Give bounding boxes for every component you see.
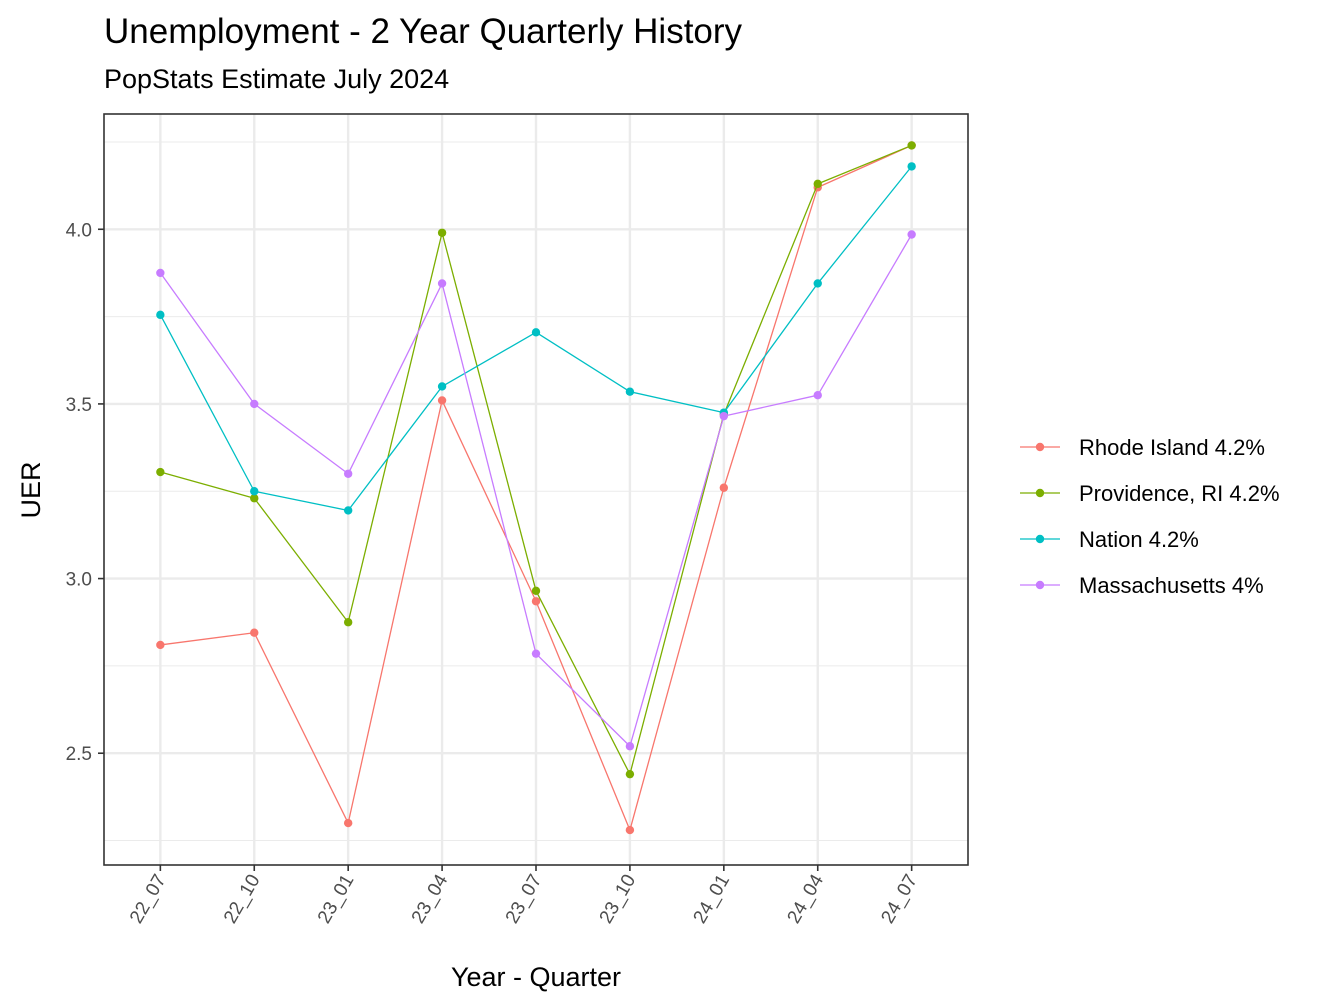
y-tick-label: 4.0 (66, 220, 92, 241)
x-tick-label: 23_04 (408, 871, 453, 928)
data-point (156, 268, 165, 278)
y-tick-label: 3.0 (66, 570, 92, 591)
x-tick-label: 24_07 (877, 871, 922, 927)
data-point (156, 310, 165, 320)
data-point (813, 179, 822, 189)
data-point (156, 467, 165, 477)
grid-lines (104, 114, 968, 865)
data-point (250, 399, 259, 409)
data-point (719, 411, 729, 421)
chart-subtitle: PopStats Estimate July 2024 (104, 64, 450, 94)
data-point (531, 586, 541, 595)
legend: Rhode Island 4.2% Providence, RI 4.2% Nati… (1020, 435, 1280, 598)
data-point (531, 328, 541, 337)
y-tick-label: 3.5 (66, 395, 92, 416)
data-point (343, 618, 353, 627)
legend-item: Providence, RI 4.2% (1020, 481, 1280, 506)
legend-key-point (1035, 580, 1045, 590)
data-point (156, 640, 165, 650)
x-tick-label: 22_07 (126, 871, 171, 927)
x-tick-label: 24_01 (690, 871, 735, 927)
x-tick-label: 22_10 (220, 871, 265, 927)
data-point (343, 818, 353, 828)
data-point (813, 390, 822, 400)
x-tick-label: 23_10 (596, 871, 641, 927)
data-point (531, 597, 541, 606)
data-point (437, 228, 447, 237)
data-point (437, 382, 447, 391)
legend-label: Rhode Island 4.2% (1079, 435, 1265, 460)
data-point (343, 506, 353, 515)
series-3 (156, 230, 916, 751)
data-point (250, 487, 259, 496)
data-point (343, 469, 353, 478)
data-point (625, 825, 635, 835)
data-point (437, 396, 447, 405)
chart-title: Unemployment - 2 Year Quarterly History (104, 12, 743, 51)
x-tick-label: 23_01 (314, 871, 359, 927)
data-point (813, 279, 822, 288)
legend-label: Massachusetts 4% (1079, 573, 1264, 598)
legend-label: Nation 4.2% (1079, 527, 1199, 552)
series-1 (156, 141, 916, 779)
data-point (625, 742, 635, 751)
legend-item: Massachusetts 4% (1020, 573, 1264, 598)
data-point (437, 279, 447, 288)
legend-item: Nation 4.2% (1020, 527, 1199, 552)
axes: 2.5 3.0 3.5 4.0 22_07 22_10 23_01 23_04 23_07 23_… (66, 220, 922, 927)
legend-key-point (1035, 488, 1045, 498)
y-axis-title: UER (16, 461, 46, 518)
data-point (250, 494, 259, 503)
legend-key-point (1035, 442, 1045, 452)
data-point (907, 141, 916, 150)
data-point (907, 230, 916, 239)
y-tick-label: 2.5 (66, 744, 92, 765)
data-point (907, 162, 916, 171)
legend-label: Providence, RI 4.2% (1079, 481, 1280, 506)
legend-key-point (1035, 534, 1045, 544)
x-tick-label: 23_07 (502, 871, 547, 927)
x-tick-label: 24_04 (783, 871, 828, 928)
data-point (625, 387, 635, 396)
data-point (250, 628, 259, 637)
legend-item: Rhode Island 4.2% (1020, 435, 1265, 460)
x-axis-title: Year - Quarter (451, 962, 621, 992)
series-layer (156, 141, 916, 835)
data-point (719, 483, 729, 492)
data-point (625, 769, 635, 779)
data-point (531, 649, 541, 658)
